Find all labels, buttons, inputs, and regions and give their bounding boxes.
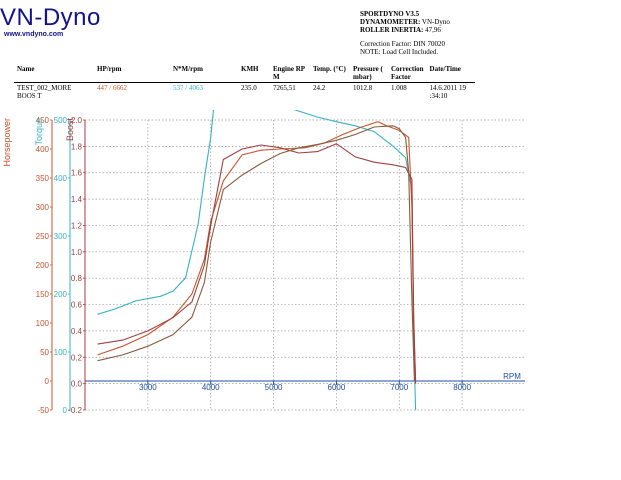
boost-tick-label-1: 0.0 (71, 380, 83, 389)
cell-nm-rpm: 537 / 4063 (173, 84, 203, 92)
cell-name: TEST_002_MORE BOOS T (17, 84, 72, 100)
boost-tick-label-3: 0.4 (71, 327, 83, 336)
col-correction: Correction Factor (388, 64, 427, 83)
horsepower-tick-label-1: 0 (45, 377, 50, 386)
horsepower-tick-label-10: 450 (36, 116, 50, 125)
col-pressure: Pressure ( mbar) (350, 64, 388, 83)
x-tick-label-1: 4000 (202, 383, 220, 392)
horsepower-tick-label-9: 400 (36, 145, 50, 154)
torque-tick-label-5: 500 (54, 116, 68, 125)
horsepower-tick-label-6: 250 (36, 232, 50, 241)
boost-tick-label-0: -0.2 (68, 406, 82, 415)
boost-tick-label-4: 0.6 (71, 301, 83, 310)
cell-kmh: 235.0 (241, 84, 257, 92)
horsepower-tick-label-5: 200 (36, 261, 50, 270)
torque-tick-label-2: 200 (54, 290, 68, 299)
boost-tick-label-11: 2.0 (71, 116, 83, 125)
series-line-2 (97, 143, 417, 384)
x-axis-label: RPM (503, 372, 521, 381)
x-tick-label-4: 7000 (390, 383, 408, 392)
x-tick-label-0: 3000 (139, 383, 157, 392)
horsepower-tick-label-4: 150 (36, 290, 50, 299)
boost-tick-label-8: 1.4 (71, 195, 83, 204)
horsepower-tick-label-3: 100 (36, 319, 50, 328)
col-datetime: Date/Time (426, 64, 475, 83)
horsepower-tick-label-0: -50 (37, 406, 49, 415)
col-temp: Temp. (°C) (310, 64, 350, 83)
boost-tick-label-9: 1.6 (71, 169, 83, 178)
run-info-table: Name HP/rpm N*M/rpm KMH Engine RP M Temp… (14, 64, 475, 101)
boost-tick-label-5: 0.8 (71, 274, 83, 283)
boost-axis-label: Boost (65, 118, 75, 142)
cell-pressure: 1012.8 (353, 84, 373, 92)
boost-tick-label-2: 0.2 (71, 353, 83, 362)
dyno-chart: 3000 4000 5000 6000 7000 8000RPM-500501001502… (2, 110, 525, 415)
cell-temp: 24.2 (313, 84, 326, 92)
brand-logo: VN-Dyno (0, 4, 101, 31)
series-line-1 (97, 121, 417, 382)
horsepower-tick-label-8: 350 (36, 174, 50, 183)
horsepower-tick-label-7: 300 (36, 203, 50, 212)
cell-datetime: 14.6.2011 19 :34:10 (429, 84, 467, 100)
col-nm-rpm: N*M/rpm (170, 64, 238, 83)
torque-tick-label-3: 300 (54, 232, 68, 241)
series-line-0 (97, 110, 417, 411)
table-header-row: Name HP/rpm N*M/rpm KMH Engine RP M Temp… (14, 64, 475, 83)
cell-correction: 1.008 (391, 84, 407, 92)
boost-tick-label-7: 1.2 (71, 221, 83, 230)
note-line: NOTE: Load Cell Included. (360, 48, 439, 56)
col-engine-rpm: Engine RP M (270, 64, 310, 83)
col-kmh: KMH (238, 64, 270, 83)
inertia-line: ROLLER INERTIA: 47,96 (360, 26, 441, 34)
boost-tick-label-10: 1.8 (71, 142, 83, 151)
table-row: TEST_002_MORE BOOS T 447 / 6662 537 / 40… (14, 83, 475, 102)
cell-engine-rpm: 7265,51 (273, 84, 296, 92)
x-tick-label-5: 8000 (453, 383, 471, 392)
cell-hp-rpm: 447 / 6662 (97, 84, 127, 92)
brand-url: www.vndyno.com (4, 31, 64, 38)
correction-factor-line: Correction Factor: DIN 70020 (360, 40, 445, 48)
x-tick-label-2: 5000 (265, 383, 283, 392)
boost-tick-label-6: 1.0 (71, 248, 83, 257)
horsepower-axis-label: Horsepower (2, 118, 12, 167)
col-hp-rpm: HP/rpm (94, 64, 170, 83)
torque-tick-label-1: 100 (54, 348, 68, 357)
series-line-3 (97, 125, 415, 382)
dynamometer-line: DYNAMOMETER: VN-Dyno (360, 18, 450, 26)
torque-tick-label-0: 0 (63, 406, 68, 415)
x-tick-label-3: 6000 (328, 383, 346, 392)
col-name: Name (14, 64, 94, 83)
horsepower-tick-label-2: 50 (40, 348, 49, 357)
torque-axis-label: Torque (34, 118, 44, 146)
torque-tick-label-4: 400 (54, 174, 68, 183)
software-name: SPORTDYNO V3.5 (360, 10, 420, 18)
